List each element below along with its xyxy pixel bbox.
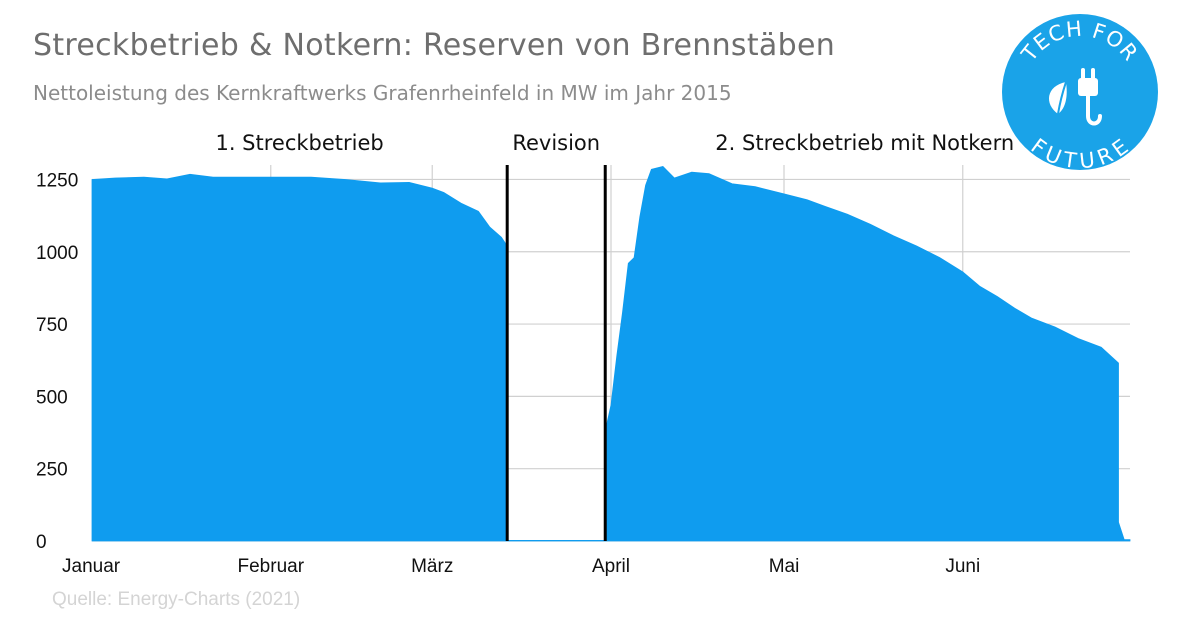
phase-label: 2. Streckbetrieb mit Notkern <box>715 131 1014 155</box>
y-axis-ticks: 0 250 500 750 1000 1250 <box>36 170 78 553</box>
x-tick-label: März <box>411 556 453 577</box>
y-tick-label: 0 <box>36 532 47 553</box>
y-tick-label: 1250 <box>36 170 78 191</box>
phase-dividers <box>505 165 607 541</box>
chart-subtitle: Nettoleistung des Kernkraftwerks Grafenr… <box>33 81 732 105</box>
data-area <box>91 165 1131 542</box>
source-note: Quelle: Energy-Charts (2021) <box>52 589 301 610</box>
x-tick-label: Juni <box>945 556 980 577</box>
phase-label: Revision <box>512 131 600 155</box>
phase-label: 1. Streckbetrieb <box>215 131 383 155</box>
y-tick-label: 500 <box>36 387 68 408</box>
y-tick-label: 750 <box>36 315 68 336</box>
chart-title: Streckbetrieb & Notkern: Reserven von Br… <box>33 28 836 63</box>
tech-for-future-logo: TECH FOR FUTURE <box>1002 14 1158 172</box>
plug-leaf-icon <box>1048 68 1102 126</box>
y-tick-label: 250 <box>36 460 68 481</box>
x-tick-label: Februar <box>238 556 305 577</box>
x-tick-label: April <box>592 556 630 577</box>
y-tick-label: 1000 <box>36 243 78 264</box>
series-area <box>91 165 1131 542</box>
x-tick-label: Januar <box>62 556 121 577</box>
phase-labels: 1. Streckbetrieb Revision 2. Streckbetrieb… <box>215 131 1014 155</box>
x-axis-ticks: Januar Februar März April Mai Juni <box>62 556 980 577</box>
x-tick-label: Mai <box>769 556 800 577</box>
